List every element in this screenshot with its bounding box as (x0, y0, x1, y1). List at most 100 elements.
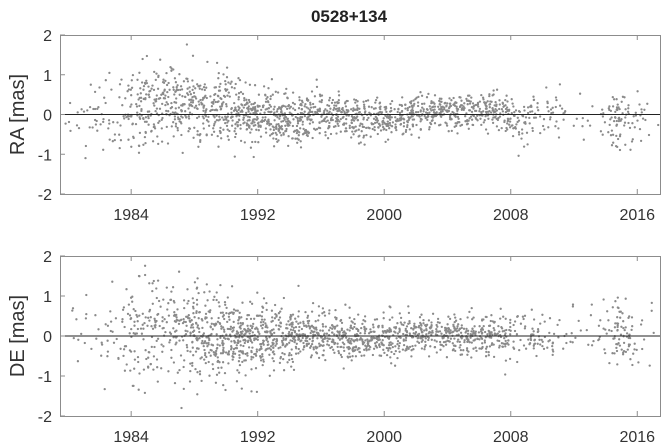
ra-data-point (599, 130, 603, 133)
de-data-point (408, 332, 411, 335)
de-data-point (616, 363, 619, 366)
ra-data-point (231, 119, 234, 122)
ra-data-point (147, 93, 150, 96)
ra-data-point (336, 122, 339, 125)
de-data-point (381, 330, 385, 333)
ra-data-point (514, 109, 518, 112)
de-data-point (536, 342, 539, 345)
de-data-point (182, 318, 185, 321)
de-data-point (150, 325, 153, 328)
de-data-point (490, 342, 494, 345)
de-data-point (265, 330, 268, 333)
de-data-point (342, 367, 345, 370)
ra-data-point (311, 136, 314, 140)
ra-data-point (282, 133, 285, 136)
ra-data-point (459, 104, 462, 108)
ra-data-point (104, 79, 107, 82)
de-data-point (336, 342, 339, 345)
ra-data-point (390, 99, 394, 103)
de-data-point (187, 313, 190, 317)
de-data-point (454, 319, 458, 322)
de-data-point (351, 348, 354, 352)
de-data-point (508, 328, 511, 332)
ra-data-point (225, 124, 229, 128)
de-data-point (247, 327, 250, 330)
ra-data-point (216, 94, 220, 97)
de-data-point (207, 360, 210, 364)
de-data-point (168, 331, 172, 334)
de-data-point (361, 322, 364, 326)
de-data-point (207, 341, 210, 345)
de-data-point (429, 331, 433, 334)
ra-data-point (310, 90, 314, 93)
de-data-point (399, 321, 402, 324)
ra-data-point (531, 126, 534, 130)
de-data-point (527, 338, 530, 341)
de-data-point (141, 323, 144, 326)
ra-data-point (118, 96, 121, 99)
de-data-point (532, 344, 535, 347)
ra-data-point (394, 116, 397, 119)
ra-data-point (227, 81, 230, 84)
ra-data-point (623, 124, 626, 127)
ra-data-point (211, 108, 214, 112)
ra-data-point (607, 107, 610, 110)
ra-data-point (513, 110, 516, 114)
de-data-point (590, 344, 594, 347)
ra-data-point (118, 83, 122, 86)
de-data-point (402, 323, 405, 327)
ra-data-point (591, 105, 594, 108)
ra-data-point (420, 102, 424, 106)
de-data-point (185, 324, 188, 327)
ra-data-point (582, 138, 585, 141)
de-data-point (447, 315, 450, 318)
de-data-point (363, 315, 367, 318)
de-data-point (394, 331, 397, 334)
de-data-point (419, 337, 422, 340)
de-data-point (455, 330, 459, 333)
ra-data-point (207, 120, 210, 123)
de-data-point (233, 341, 236, 344)
ra-data-point (293, 129, 297, 132)
ra-data-point (142, 88, 145, 91)
de-data-point (621, 353, 625, 356)
de-data-point (453, 326, 456, 329)
de-data-point (438, 340, 442, 344)
de-data-point (162, 298, 165, 301)
de-data-point (522, 344, 526, 347)
ra-data-point (235, 115, 238, 118)
ra-data-point (305, 133, 309, 137)
de-data-point (570, 332, 573, 335)
ra-data-point (174, 122, 178, 125)
de-data-point (203, 348, 206, 352)
ra-data-point (371, 127, 374, 131)
ra-data-point (288, 107, 291, 110)
ra-data-point (362, 103, 366, 106)
ra-data-point (202, 86, 206, 89)
de-data-point (204, 351, 207, 355)
de-data-point (335, 316, 338, 320)
de-data-point (611, 306, 614, 309)
ra-x-tick-label: 2008 (493, 207, 529, 224)
de-data-point (626, 348, 629, 351)
ra-data-point (320, 100, 323, 104)
ra-data-point (214, 92, 217, 96)
de-data-point (375, 336, 378, 339)
ra-data-point (346, 110, 349, 114)
ra-data-point (253, 121, 256, 124)
ra-data-point (234, 127, 237, 130)
de-data-point (143, 264, 147, 267)
de-data-point (518, 348, 521, 352)
ra-data-point (506, 120, 509, 123)
ra-data-point (430, 101, 433, 105)
ra-data-point (404, 130, 408, 134)
de-data-point (195, 298, 199, 302)
de-data-point (209, 348, 212, 352)
ra-data-point (96, 107, 99, 111)
de-data-point (463, 340, 466, 344)
de-data-point (271, 316, 274, 319)
de-data-point (424, 340, 427, 343)
de-data-point (304, 339, 307, 342)
ra-data-point (343, 122, 346, 125)
de-data-point (323, 336, 327, 339)
